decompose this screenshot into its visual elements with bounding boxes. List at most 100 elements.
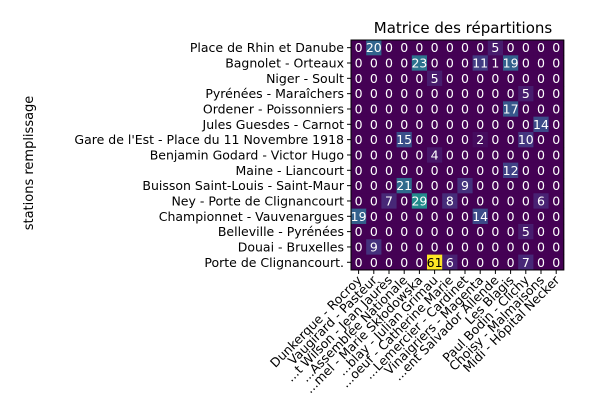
- cell-value-label: 0: [491, 71, 499, 86]
- cell-value-label: 0: [385, 117, 393, 132]
- heatmap-cell: [548, 85, 565, 102]
- heatmap-cell: [442, 147, 458, 164]
- cell-value-label: 0: [415, 239, 423, 254]
- cell-value-label: 5: [491, 40, 499, 55]
- cell-value-label: 0: [537, 101, 545, 116]
- heatmap-cell: [381, 162, 397, 179]
- cell-value-label: 0: [400, 255, 408, 270]
- heatmap-cell: [366, 208, 382, 225]
- heatmap-cell: [366, 254, 382, 271]
- heatmap-cell: [518, 101, 534, 118]
- heatmap-cell: [533, 239, 549, 256]
- heatmap-cell: [533, 208, 549, 225]
- heatmap-cell: [518, 70, 534, 87]
- heatmap-cell: [503, 70, 519, 87]
- cell-value-label: 0: [522, 239, 530, 254]
- cell-value-label: 0: [355, 101, 363, 116]
- heatmap-cell: [472, 177, 489, 194]
- cell-value-label: 0: [355, 117, 363, 132]
- cell-value-label: 0: [431, 117, 439, 132]
- cell-value-label: 0: [431, 224, 439, 239]
- heatmap-cell: [411, 85, 428, 102]
- heatmap-cell: [351, 193, 367, 210]
- heatmap-cell: [351, 40, 367, 56]
- heatmap-cell: [472, 116, 489, 133]
- cell-value-label: 0: [537, 55, 545, 70]
- cell-value-label: 0: [446, 239, 454, 254]
- heatmap-cell: [396, 239, 413, 256]
- heatmap-cell: [487, 162, 504, 179]
- heatmap-cell: [548, 223, 565, 240]
- cell-value-label: 0: [552, 193, 560, 208]
- cell-value-label: 0: [431, 132, 439, 147]
- cell-value-label: 19: [351, 209, 367, 224]
- heatmap-cell: [503, 208, 519, 225]
- heatmap-cell: [442, 55, 458, 72]
- cell-value-label: 0: [552, 255, 560, 270]
- cell-value-label: 0: [446, 101, 454, 116]
- y-tick-label: Place de Rhin et Danube: [190, 40, 344, 55]
- heatmap-cell: [411, 239, 428, 256]
- cell-value-label: 0: [491, 224, 499, 239]
- heatmap-cell: [351, 70, 367, 87]
- cell-value-label: 0: [446, 55, 454, 70]
- cell-value-label: 0: [461, 55, 469, 70]
- heatmap-cell: [457, 131, 473, 148]
- cell-value-label: 0: [461, 86, 469, 101]
- cell-value-label: 7: [522, 255, 530, 270]
- cell-value-label: 0: [491, 239, 499, 254]
- cell-value-label: 0: [491, 255, 499, 270]
- cell-value-label: 0: [537, 132, 545, 147]
- heatmap-cell: [442, 239, 458, 256]
- heatmap-cell: [548, 162, 565, 179]
- heatmap-cell: [442, 116, 458, 133]
- cell-value-label: 0: [491, 178, 499, 193]
- heatmap-cell: [427, 131, 443, 148]
- y-tick-label: Pyrénées - Maraîchers: [205, 86, 344, 101]
- heatmap-cell: [351, 162, 367, 179]
- cell-value-label: 0: [370, 55, 378, 70]
- y-tick-label: Jules Guesdes - Carnot: [202, 117, 345, 132]
- cell-value-label: 0: [385, 224, 393, 239]
- heatmap-cell: [548, 40, 565, 56]
- heatmap-cell: [427, 193, 443, 210]
- cell-value-label: 0: [400, 163, 408, 178]
- cell-value-label: 0: [507, 193, 515, 208]
- cell-value-label: 0: [476, 255, 484, 270]
- cell-value-label: 0: [507, 71, 515, 86]
- heatmap-cell: [472, 40, 489, 56]
- cell-value-label: 0: [355, 163, 363, 178]
- y-tick-label: Championnet - Vauvenargues: [159, 209, 344, 224]
- heatmap-cell: [381, 55, 397, 72]
- cell-value-label: 0: [522, 178, 530, 193]
- heatmap-cell: [442, 70, 458, 87]
- cell-value-label: 0: [355, 86, 363, 101]
- heatmap-cell: [533, 101, 549, 118]
- cell-value-label: 0: [507, 255, 515, 270]
- heatmap-cell: [548, 131, 565, 148]
- cell-value-label: 0: [552, 40, 560, 55]
- cell-value-label: 0: [491, 193, 499, 208]
- heatmap-cell: [548, 193, 565, 210]
- cell-value-label: 0: [431, 193, 439, 208]
- heatmap-cell: [457, 40, 473, 56]
- heatmap-cell: [427, 162, 443, 179]
- cell-value-label: 10: [518, 132, 534, 147]
- heatmap-cell: [396, 177, 413, 194]
- heatmap-cell: [396, 55, 413, 72]
- heatmap-cells: [351, 40, 565, 271]
- cell-value-label: 0: [415, 71, 423, 86]
- heatmap-cell: [442, 223, 458, 240]
- cell-value-label: 0: [491, 101, 499, 116]
- heatmap-cell: [503, 101, 519, 118]
- cell-value-label: 0: [552, 239, 560, 254]
- cell-value-label: 0: [431, 40, 439, 55]
- heatmap-cell: [548, 70, 565, 87]
- heatmap-cell: [533, 177, 549, 194]
- heatmap-cell: [381, 85, 397, 102]
- heatmap-cell: [518, 131, 534, 148]
- cell-value-label: 0: [431, 178, 439, 193]
- cell-value-label: 0: [415, 86, 423, 101]
- heatmap-cell: [396, 116, 413, 133]
